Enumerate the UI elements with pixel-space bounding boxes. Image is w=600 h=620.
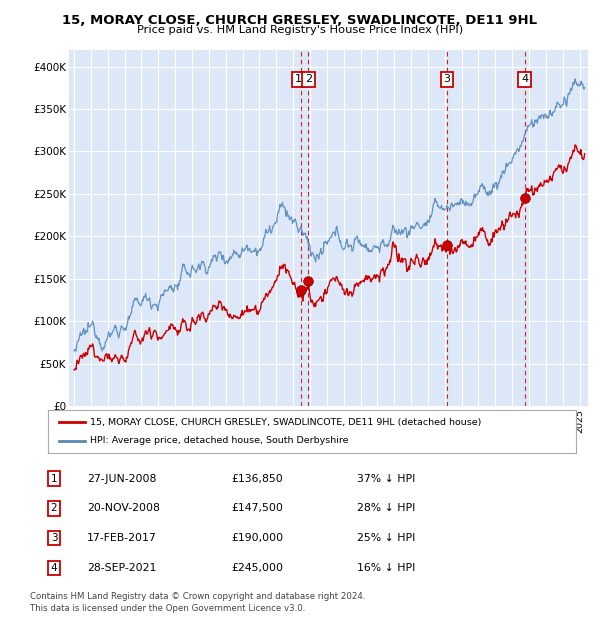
Text: HPI: Average price, detached house, South Derbyshire: HPI: Average price, detached house, Sout… xyxy=(90,436,349,445)
Text: 15, MORAY CLOSE, CHURCH GRESLEY, SWADLINCOTE, DE11 9HL: 15, MORAY CLOSE, CHURCH GRESLEY, SWADLIN… xyxy=(62,14,538,27)
Text: 1: 1 xyxy=(50,474,58,484)
Text: 4: 4 xyxy=(50,563,58,573)
Text: 17-FEB-2017: 17-FEB-2017 xyxy=(87,533,157,543)
Text: 4: 4 xyxy=(521,74,529,84)
Text: 1: 1 xyxy=(295,74,302,84)
Text: £245,000: £245,000 xyxy=(231,563,283,573)
Text: 28% ↓ HPI: 28% ↓ HPI xyxy=(357,503,415,513)
Text: 20-NOV-2008: 20-NOV-2008 xyxy=(87,503,160,513)
Text: Price paid vs. HM Land Registry's House Price Index (HPI): Price paid vs. HM Land Registry's House … xyxy=(137,25,463,35)
Text: 25% ↓ HPI: 25% ↓ HPI xyxy=(357,533,415,543)
Text: 15, MORAY CLOSE, CHURCH GRESLEY, SWADLINCOTE, DE11 9HL (detached house): 15, MORAY CLOSE, CHURCH GRESLEY, SWADLIN… xyxy=(90,418,482,427)
Text: £136,850: £136,850 xyxy=(231,474,283,484)
Text: 16% ↓ HPI: 16% ↓ HPI xyxy=(357,563,415,573)
Text: £147,500: £147,500 xyxy=(231,503,283,513)
Text: 2: 2 xyxy=(50,503,58,513)
Text: 28-SEP-2021: 28-SEP-2021 xyxy=(87,563,157,573)
Text: 37% ↓ HPI: 37% ↓ HPI xyxy=(357,474,415,484)
Text: 3: 3 xyxy=(50,533,58,543)
Text: 27-JUN-2008: 27-JUN-2008 xyxy=(87,474,157,484)
Text: 2: 2 xyxy=(305,74,312,84)
Text: £190,000: £190,000 xyxy=(231,533,283,543)
Text: This data is licensed under the Open Government Licence v3.0.: This data is licensed under the Open Gov… xyxy=(30,603,305,613)
Text: Contains HM Land Registry data © Crown copyright and database right 2024.: Contains HM Land Registry data © Crown c… xyxy=(30,592,365,601)
Text: 3: 3 xyxy=(443,74,451,84)
